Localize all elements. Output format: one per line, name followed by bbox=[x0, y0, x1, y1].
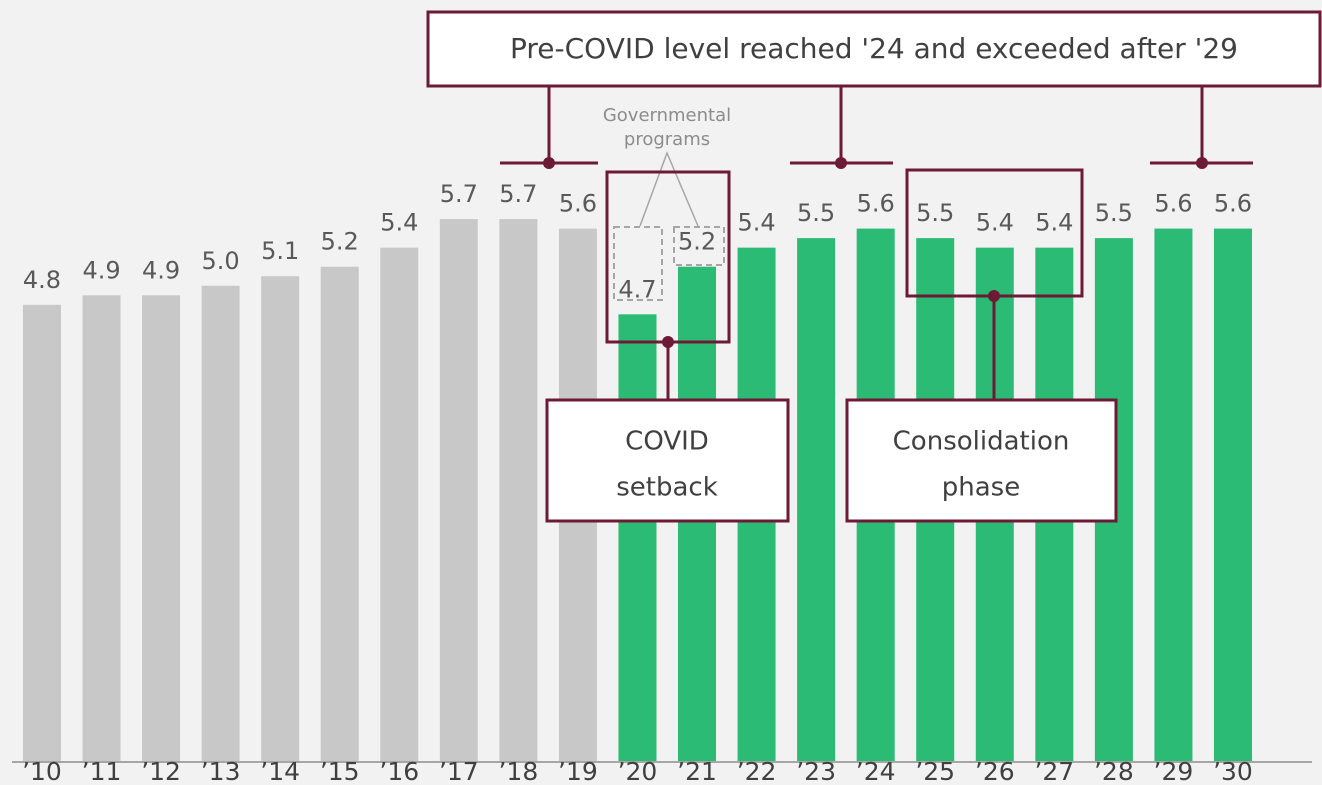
x-tick-label: ’14 bbox=[260, 757, 300, 785]
value-label: 4.9 bbox=[142, 256, 180, 284]
value-label: 5.4 bbox=[976, 209, 1014, 237]
value-label: 5.7 bbox=[440, 180, 478, 208]
x-tick-label: ’19 bbox=[558, 757, 598, 785]
bar bbox=[380, 247, 419, 762]
bar bbox=[1154, 228, 1193, 763]
headline-box bbox=[426, 10, 1322, 88]
x-tick-label: ’18 bbox=[498, 757, 538, 785]
consolidation-box bbox=[845, 398, 1118, 523]
value-label: 5.6 bbox=[1154, 190, 1192, 218]
bar bbox=[797, 238, 836, 762]
x-tick-label: ’11 bbox=[82, 757, 122, 785]
dashed-box bbox=[613, 226, 663, 301]
bar bbox=[1213, 228, 1252, 763]
dot bbox=[1196, 157, 1208, 169]
x-tick-label: ’22 bbox=[737, 757, 777, 785]
programs-label: programs bbox=[624, 129, 710, 150]
value-label: 5.6 bbox=[857, 190, 895, 218]
value-label: 5.2 bbox=[678, 228, 716, 256]
value-label: 5.7 bbox=[499, 180, 537, 208]
value-label: 5.5 bbox=[797, 199, 835, 227]
x-tick-label: ’12 bbox=[141, 757, 181, 785]
x-tick-label: ’23 bbox=[796, 757, 836, 785]
value-label: 5.4 bbox=[737, 209, 775, 237]
dashed-box bbox=[673, 226, 725, 266]
covid-label: setback bbox=[616, 473, 718, 503]
bar bbox=[439, 219, 478, 762]
x-tick-label: ’17 bbox=[439, 757, 479, 785]
x-tick-label: ’26 bbox=[975, 757, 1015, 785]
value-label: 5.5 bbox=[1095, 199, 1133, 227]
value-label: 4.9 bbox=[82, 256, 120, 284]
value-label: 5.4 bbox=[1035, 209, 1073, 237]
dot bbox=[662, 336, 674, 348]
x-tick-label: ’27 bbox=[1034, 757, 1074, 785]
value-label: 4.8 bbox=[23, 266, 61, 294]
consolidation-label: Consolidation bbox=[893, 427, 1070, 457]
covid-box bbox=[545, 398, 790, 523]
x-tick-label: ’16 bbox=[379, 757, 419, 785]
value-label: 5.6 bbox=[1214, 190, 1252, 218]
bar bbox=[142, 295, 181, 762]
programs-annotation: Governmental programs bbox=[603, 105, 731, 301]
bar bbox=[22, 304, 61, 762]
x-tick-label: ’21 bbox=[677, 757, 717, 785]
bar bbox=[261, 276, 300, 762]
bar bbox=[201, 285, 240, 762]
x-tick-label: ’28 bbox=[1094, 757, 1134, 785]
value-label: 5.1 bbox=[261, 237, 299, 265]
x-tick-label: ’13 bbox=[201, 757, 241, 785]
x-tick-label: ’20 bbox=[618, 757, 658, 785]
x-tick-label: ’24 bbox=[856, 757, 896, 785]
dot bbox=[543, 157, 555, 169]
value-label: 5.5 bbox=[916, 199, 954, 227]
dot bbox=[988, 290, 1000, 302]
headline-annotation: Pre-COVID level reached '24 and exceeded… bbox=[426, 10, 1322, 169]
x-tick-label: ’25 bbox=[915, 757, 955, 785]
programs-label: Governmental bbox=[603, 105, 731, 126]
x-tick-label: ’10 bbox=[22, 757, 62, 785]
covid-label: COVID bbox=[625, 427, 709, 457]
dot bbox=[835, 157, 847, 169]
bar bbox=[618, 314, 657, 762]
consolidation-label: phase bbox=[942, 473, 1020, 503]
consolidation-annotation: Consolidation phase bbox=[845, 168, 1118, 523]
headline: Pre-COVID level reached '24 and exceeded… bbox=[510, 32, 1238, 65]
value-label: 5.6 bbox=[559, 190, 597, 218]
value-label: 5.0 bbox=[202, 247, 240, 275]
bar bbox=[320, 266, 359, 762]
bar bbox=[82, 295, 121, 762]
x-tick-label: ’15 bbox=[320, 757, 360, 785]
value-label: 5.2 bbox=[321, 228, 359, 256]
x-tick-label: ’30 bbox=[1213, 757, 1253, 785]
value-label: 4.7 bbox=[618, 275, 656, 303]
x-tick-label: ’29 bbox=[1154, 757, 1194, 785]
covid-annotation: COVID setback bbox=[545, 170, 790, 523]
bar bbox=[499, 219, 538, 762]
value-label: 5.4 bbox=[380, 209, 418, 237]
pointer bbox=[639, 150, 699, 227]
